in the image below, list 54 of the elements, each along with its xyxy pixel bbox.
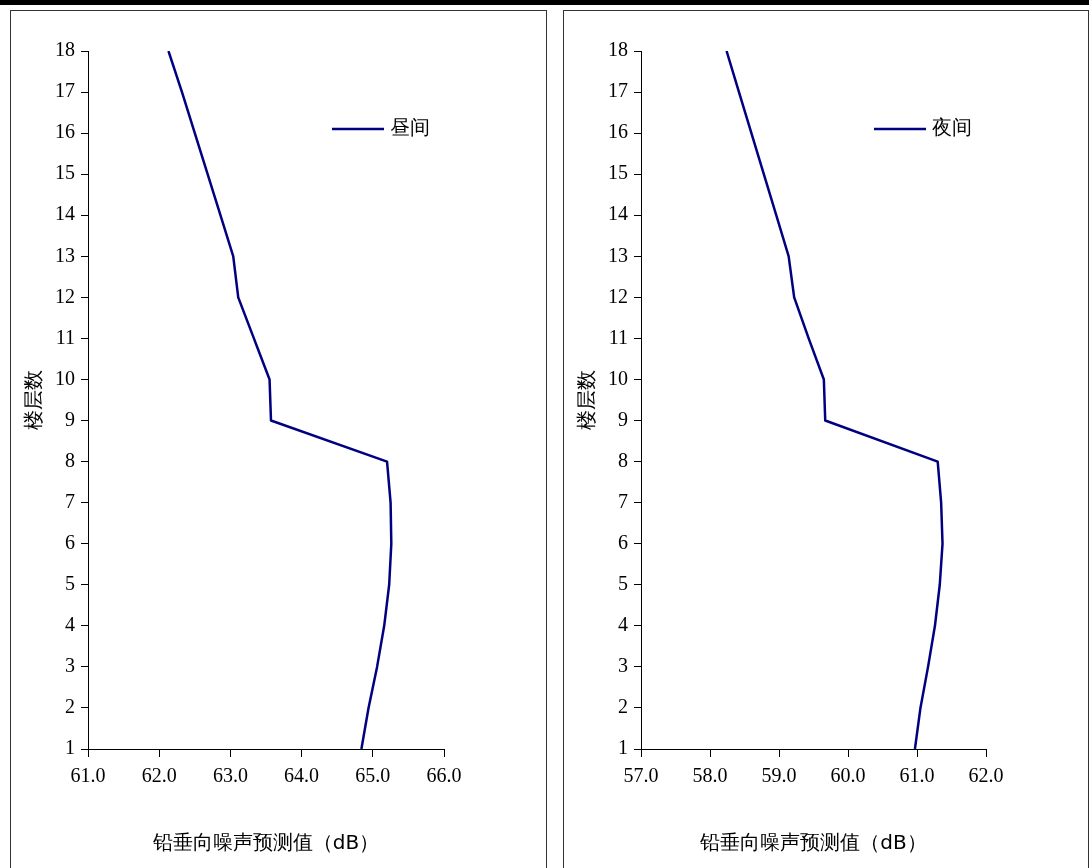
y-tick-label: 18 (55, 38, 75, 61)
y-tick-label: 17 (55, 79, 75, 102)
x-tick-label: 61.0 (899, 764, 935, 787)
x-tick-label: 66.0 (426, 764, 462, 787)
y-tick-label: 15 (608, 161, 628, 184)
y-tick-label: 3 (618, 654, 628, 677)
y-tick-label: 11 (608, 325, 628, 348)
y-tick-label: 2 (618, 695, 628, 718)
y-axis-title: 楼层数 (574, 370, 599, 430)
x-tick-label: 63.0 (212, 764, 248, 787)
y-tick-label: 6 (65, 530, 75, 553)
x-tick-label: 64.0 (284, 764, 320, 787)
y-tick-label: 14 (608, 202, 628, 225)
y-tick-label: 1 (65, 736, 75, 759)
y-tick-label: 12 (55, 284, 75, 307)
x-tick-label: 57.0 (623, 764, 659, 787)
y-tick-label: 4 (618, 613, 628, 636)
x-tick-label: 58.0 (692, 764, 728, 787)
y-tick-label: 1 (618, 736, 628, 759)
x-tick-label: 65.0 (355, 764, 391, 787)
y-tick-label: 12 (608, 284, 628, 307)
x-tick-label: 59.0 (761, 764, 797, 787)
x-axis-title: 铅垂向噪声预测值（dB） (699, 830, 927, 855)
y-tick-label: 9 (618, 407, 628, 430)
x-tick-label: 61.0 (70, 764, 106, 787)
y-tick-label: 13 (608, 243, 628, 266)
y-tick-label: 18 (608, 38, 628, 61)
y-tick-label: 8 (65, 448, 75, 471)
y-tick-label: 4 (65, 613, 75, 636)
x-axis-title: 铅垂向噪声预测值（dB） (151, 830, 380, 855)
y-tick-label: 15 (55, 161, 75, 184)
y-tick-label: 16 (608, 120, 628, 143)
y-axis-title: 楼层数 (21, 370, 46, 430)
y-tick-label: 17 (608, 79, 628, 102)
y-tick-label: 7 (65, 489, 75, 512)
legend-label: 昼间 (390, 115, 430, 140)
y-tick-label: 11 (55, 325, 75, 348)
x-tick-label: 62.0 (968, 764, 1004, 787)
y-tick-label: 10 (55, 366, 75, 389)
y-tick-label: 14 (55, 202, 75, 225)
y-tick-label: 5 (618, 572, 628, 595)
y-tick-label: 8 (618, 448, 628, 471)
y-tick-label: 2 (65, 695, 75, 718)
y-tick-label: 10 (608, 366, 628, 389)
y-tick-label: 16 (55, 120, 75, 143)
y-tick-label: 9 (65, 407, 75, 430)
y-tick-label: 13 (55, 243, 75, 266)
x-tick-label: 60.0 (830, 764, 866, 787)
y-tick-label: 7 (618, 489, 628, 512)
legend-label: 夜间 (932, 115, 972, 140)
y-tick-label: 5 (65, 572, 75, 595)
y-tick-label: 6 (618, 530, 628, 553)
y-tick-label: 3 (65, 654, 75, 677)
x-tick-label: 62.0 (141, 764, 177, 787)
